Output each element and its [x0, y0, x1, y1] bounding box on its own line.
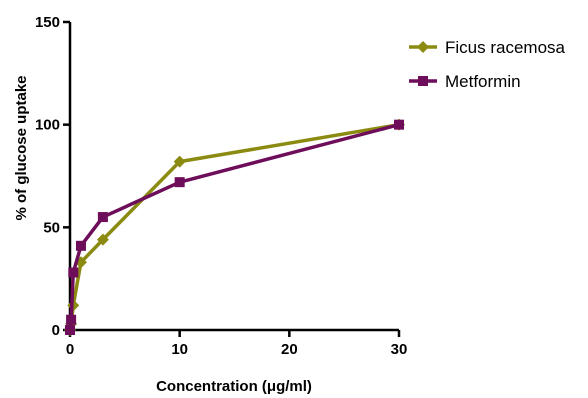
ticks: 0 50 100 150 0 10 20 30 [35, 14, 407, 358]
data-point-metformin [66, 314, 77, 325]
x-tick-label: 10 [171, 341, 188, 358]
y-tick-label: 150 [35, 14, 60, 31]
series-line-ficus-racemosa [68, 122, 400, 331]
series-layer [64, 118, 405, 336]
data-point-metformin [394, 119, 404, 130]
series-metformin [65, 119, 404, 335]
x-tick-label: 0 [66, 341, 74, 358]
data-point-ficus-racemosa [173, 155, 186, 168]
legend-label: Metformin [445, 72, 521, 91]
data-point-metformin [65, 325, 75, 335]
legend-marker [417, 41, 429, 53]
x-axis-title: Concentration (μg/ml) [156, 378, 312, 395]
data-point-metformin [174, 177, 185, 188]
legend: Ficus racemosa Metformin [409, 38, 566, 91]
legend-item-metformin: Metformin [409, 72, 521, 91]
legend-item-ficus-racemosa: Ficus racemosa [409, 38, 566, 57]
data-point-metformin [68, 267, 79, 278]
y-tick-label: 100 [35, 117, 60, 134]
axes [68, 22, 399, 332]
series-ficus-racemosa [64, 118, 405, 336]
legend-marker [418, 76, 428, 86]
x-tick-label: 30 [391, 341, 408, 358]
y-tick-label: 0 [52, 322, 60, 339]
data-point-metformin [97, 212, 108, 223]
x-tick-label: 20 [281, 341, 298, 358]
data-point-ficus-racemosa [96, 233, 109, 246]
series-line-metformin [68, 122, 400, 331]
legend-label: Ficus racemosa [445, 38, 566, 57]
data-point-metformin [75, 240, 86, 251]
y-axis-title: % of glucose uptake [13, 75, 30, 220]
y-tick-label: 50 [43, 219, 60, 236]
